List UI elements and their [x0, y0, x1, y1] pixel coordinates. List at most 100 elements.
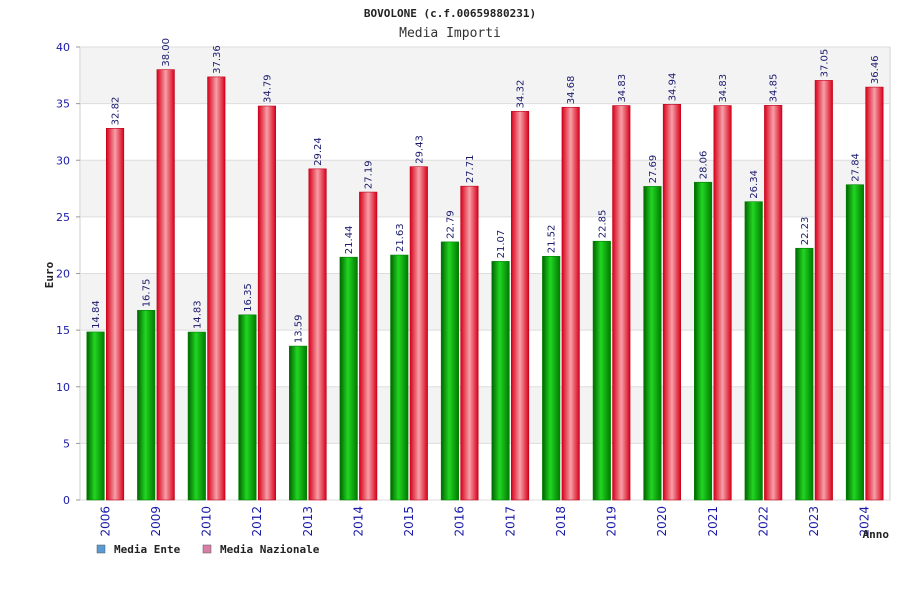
bar-media-nazionale-2013 — [308, 168, 327, 501]
value-label: 37.05 — [819, 49, 830, 78]
bar-media-nazionale-2009 — [156, 69, 175, 501]
value-label: 28.06 — [699, 151, 710, 180]
value-label: 34.79 — [262, 74, 273, 103]
bar-media-nazionale-2010 — [207, 76, 226, 501]
x-tick-label: 2016 — [453, 506, 467, 537]
value-label: 29.24 — [313, 137, 324, 166]
bar-media-ente-2012 — [238, 314, 257, 501]
x-axis-label: Anno — [863, 528, 890, 541]
value-label: 36.46 — [870, 55, 881, 84]
y-axis-label: Euro — [43, 261, 56, 288]
y-tick-label: 20 — [56, 268, 70, 281]
bar-media-nazionale-2019 — [612, 105, 631, 501]
bar-media-ente-2016 — [440, 241, 459, 501]
legend-label-media-ente: Media Ente — [114, 543, 181, 556]
bar-media-ente-2019 — [592, 240, 611, 501]
bar-media-ente-2015 — [390, 254, 409, 501]
x-axis-ticks: 2006 2009 2010 2012 2013 2014 2015 2016 2017 2018… — [98, 506, 871, 537]
value-label: 29.43 — [414, 135, 425, 164]
value-label: 16.35 — [243, 283, 254, 312]
value-label: 13.59 — [294, 314, 305, 343]
bar-media-ente-2023 — [795, 247, 814, 501]
bar-media-nazionale-2014 — [359, 191, 378, 501]
bar-media-nazionale-2024 — [865, 86, 884, 501]
bars — [86, 69, 884, 501]
x-tick-label: 2020 — [655, 506, 669, 537]
value-label: 34.83 — [718, 74, 729, 103]
value-label: 21.07 — [496, 230, 507, 259]
x-tick-label: 2019 — [605, 506, 619, 537]
value-label: 22.23 — [800, 217, 811, 246]
bar-media-ente-2009 — [137, 310, 156, 501]
value-label: 21.63 — [395, 223, 406, 252]
bar-media-nazionale-2023 — [814, 80, 833, 501]
value-label: 21.52 — [547, 225, 558, 254]
bar-media-ente-2010 — [187, 331, 206, 501]
bar-media-ente-2024 — [845, 184, 864, 501]
bar-media-ente-2017 — [491, 261, 510, 501]
chart-title: BOVOLONE (c.f.00659880231) — [364, 7, 536, 20]
value-label: 21.44 — [344, 226, 355, 255]
value-labels: 14.84 32.82 16.75 38.00 14.83 37.36 16.35 34.79… — [91, 38, 881, 343]
x-tick-label: 2015 — [402, 506, 416, 537]
x-tick-label: 2006 — [98, 506, 112, 537]
y-tick-label: 0 — [63, 494, 70, 507]
y-tick-label: 40 — [56, 41, 70, 54]
value-label: 34.32 — [516, 80, 527, 109]
x-tick-label: 2024 — [858, 506, 872, 537]
y-axis-ticks: 0 5 10 15 20 25 30 35 40 — [56, 41, 80, 507]
bar-media-nazionale-2015 — [409, 166, 428, 501]
x-tick-label: 2023 — [807, 506, 821, 537]
bar-media-nazionale-2017 — [511, 111, 530, 501]
value-label: 27.71 — [465, 155, 476, 184]
value-label: 27.84 — [850, 153, 861, 182]
value-label: 34.68 — [566, 76, 577, 105]
x-tick-label: 2018 — [554, 506, 568, 537]
bar-media-ente-2022 — [744, 201, 763, 501]
legend-swatch-media-ente — [96, 544, 106, 554]
value-label: 16.75 — [142, 279, 153, 308]
x-tick-label: 2017 — [503, 506, 517, 537]
x-tick-label: 2022 — [756, 506, 770, 537]
y-tick-label: 25 — [56, 211, 70, 224]
bar-media-nazionale-2016 — [460, 185, 479, 501]
x-tick-label: 2009 — [149, 506, 163, 537]
value-label: 14.83 — [192, 300, 203, 329]
value-label: 34.94 — [667, 73, 678, 102]
bar-media-ente-2014 — [339, 256, 358, 501]
value-label: 22.79 — [445, 210, 456, 239]
value-label: 26.34 — [749, 170, 760, 199]
value-label: 27.19 — [364, 160, 375, 189]
bar-media-nazionale-2022 — [764, 105, 783, 501]
y-tick-label: 10 — [56, 381, 70, 394]
x-tick-label: 2021 — [706, 506, 720, 537]
x-tick-label: 2012 — [250, 506, 264, 537]
bar-media-ente-2018 — [542, 255, 561, 501]
bar-media-nazionale-2020 — [662, 104, 681, 501]
value-label: 37.36 — [212, 45, 223, 74]
value-label: 14.84 — [91, 300, 102, 329]
bar-media-nazionale-2018 — [561, 106, 580, 501]
bar-media-ente-2020 — [643, 186, 662, 501]
bar-media-ente-2006 — [86, 331, 105, 501]
legend-swatch-media-nazionale — [202, 544, 212, 554]
chart-subtitle: Media Importi — [399, 26, 501, 41]
legend: Media Ente Media Nazionale — [96, 543, 320, 556]
x-tick-label: 2013 — [301, 506, 315, 537]
value-label: 34.83 — [617, 74, 628, 103]
legend-label-media-nazionale: Media Nazionale — [220, 543, 320, 556]
bar-media-nazionale-2012 — [257, 105, 276, 501]
bar-media-nazionale-2006 — [106, 128, 125, 501]
x-tick-label: 2010 — [200, 506, 214, 537]
value-label: 27.69 — [648, 155, 659, 184]
value-label: 38.00 — [161, 38, 172, 67]
y-tick-label: 30 — [56, 154, 70, 167]
y-tick-label: 35 — [56, 98, 70, 111]
y-tick-label: 15 — [56, 324, 70, 337]
x-tick-label: 2014 — [351, 506, 365, 537]
bar-media-ente-2013 — [289, 345, 308, 501]
bar-media-ente-2021 — [694, 181, 713, 501]
value-label: 22.85 — [597, 210, 608, 239]
value-label: 32.82 — [111, 97, 122, 126]
